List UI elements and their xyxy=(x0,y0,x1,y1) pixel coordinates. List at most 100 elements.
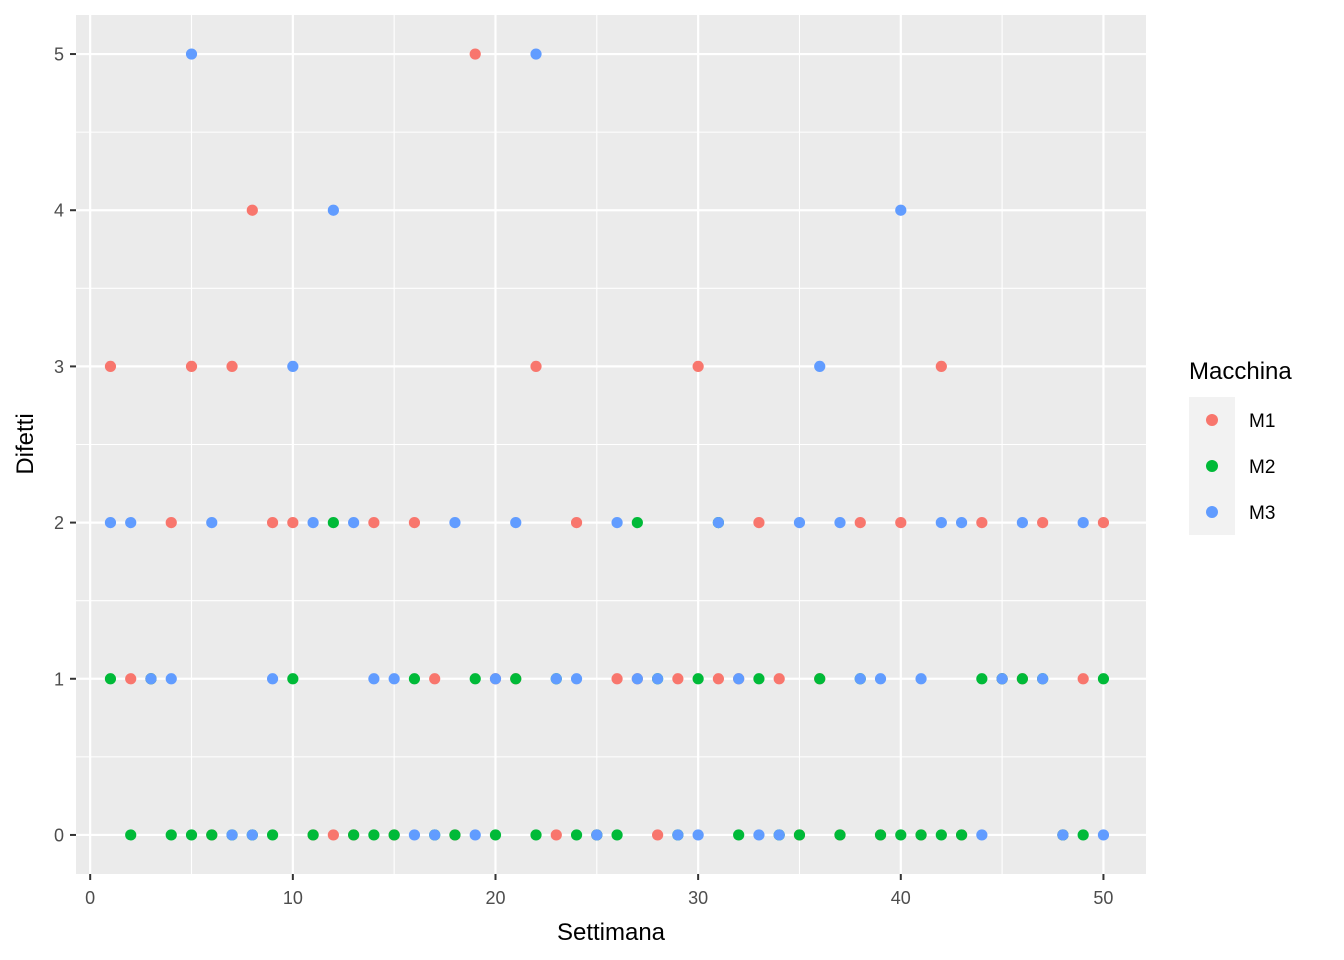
point-m3 xyxy=(976,829,988,841)
point-m3 xyxy=(955,516,968,529)
point-m2 xyxy=(530,829,542,841)
point-m1 xyxy=(429,673,441,685)
point-m3 xyxy=(1077,516,1089,529)
point-m2 xyxy=(631,516,643,529)
point-m3 xyxy=(449,516,461,529)
point-m3 xyxy=(489,673,502,685)
point-m1 xyxy=(895,516,907,529)
point-m2 xyxy=(1077,829,1089,841)
legend-key-m3 xyxy=(1206,506,1218,518)
point-m3 xyxy=(287,360,299,373)
point-m3 xyxy=(915,673,927,685)
point-m3 xyxy=(712,516,725,529)
point-m2 xyxy=(733,829,745,841)
legend-label-m1: M1 xyxy=(1249,411,1275,432)
point-m2 xyxy=(915,829,927,841)
point-m3 xyxy=(996,673,1008,685)
point-m1 xyxy=(652,829,664,841)
point-m3 xyxy=(895,204,907,216)
x-tick-label: 40 xyxy=(891,888,911,908)
point-m1 xyxy=(976,516,988,529)
point-m3 xyxy=(185,48,198,60)
point-m3 xyxy=(550,673,562,685)
point-m3 xyxy=(591,829,603,841)
point-m1 xyxy=(854,516,866,529)
point-m2 xyxy=(489,829,502,841)
point-m1 xyxy=(408,516,421,529)
point-m2 xyxy=(287,673,299,685)
y-tick-label: 4 xyxy=(54,201,64,221)
point-m3 xyxy=(307,516,319,529)
point-m3 xyxy=(246,829,258,841)
point-m3 xyxy=(266,673,279,685)
point-m2 xyxy=(469,673,481,685)
point-m2 xyxy=(449,829,461,841)
y-tick-label: 1 xyxy=(54,669,64,689)
point-m1 xyxy=(530,360,542,373)
x-tick-label: 30 xyxy=(688,888,708,908)
point-m3 xyxy=(1057,829,1069,841)
point-m2 xyxy=(368,829,380,841)
legend: Macchina M1 M2 M3 xyxy=(1189,358,1292,535)
point-m2 xyxy=(834,829,846,841)
point-m3 xyxy=(773,829,785,841)
minor-gridlines xyxy=(76,15,1146,874)
point-m1 xyxy=(266,516,279,529)
series-m3 xyxy=(104,48,1110,841)
point-m3 xyxy=(652,673,664,685)
point-m3 xyxy=(672,829,684,841)
point-m2 xyxy=(570,829,583,841)
point-m3 xyxy=(692,829,704,841)
point-m2 xyxy=(266,829,279,841)
point-m3 xyxy=(1016,516,1028,529)
point-m1 xyxy=(287,516,299,529)
x-tick-label: 20 xyxy=(485,888,505,908)
point-m1 xyxy=(469,48,481,60)
point-m3 xyxy=(145,673,157,685)
point-m1 xyxy=(226,360,238,373)
point-m1 xyxy=(672,673,684,685)
point-m2 xyxy=(793,829,806,841)
point-m1 xyxy=(185,360,198,373)
point-m2 xyxy=(408,673,421,685)
x-tick-label: 50 xyxy=(1093,888,1113,908)
point-m3 xyxy=(327,204,339,216)
point-m2 xyxy=(327,516,339,529)
point-m2 xyxy=(388,829,400,841)
point-m3 xyxy=(206,516,218,529)
point-m3 xyxy=(510,516,522,529)
point-m2 xyxy=(206,829,218,841)
point-m3 xyxy=(125,516,137,529)
point-m3 xyxy=(388,673,400,685)
point-m3 xyxy=(104,516,117,529)
point-m3 xyxy=(793,516,806,529)
point-m3 xyxy=(1037,673,1049,685)
point-m3 xyxy=(469,829,481,841)
legend-title: Macchina xyxy=(1189,358,1292,385)
point-m1 xyxy=(935,360,947,373)
point-m1 xyxy=(104,360,117,373)
point-m2 xyxy=(165,829,177,841)
legend-label-m3: M3 xyxy=(1249,503,1275,524)
x-tick-label: 0 xyxy=(85,888,95,908)
point-m1 xyxy=(550,829,562,841)
point-m1 xyxy=(773,673,785,685)
point-m1 xyxy=(125,673,137,685)
point-m2 xyxy=(1016,673,1028,685)
y-tick-label: 2 xyxy=(54,513,64,533)
point-m1 xyxy=(165,516,177,529)
x-axis: 0 10 20 30 40 50 xyxy=(85,874,1113,908)
point-m3 xyxy=(935,516,947,529)
point-m3 xyxy=(814,360,826,373)
point-m2 xyxy=(307,829,319,841)
point-m2 xyxy=(955,829,968,841)
point-m3 xyxy=(1097,829,1110,841)
point-m2 xyxy=(185,829,198,841)
point-m2 xyxy=(125,829,137,841)
point-m1 xyxy=(327,829,339,841)
point-m1 xyxy=(712,673,725,685)
point-m1 xyxy=(692,360,704,373)
y-axis: 0 1 2 3 4 5 xyxy=(54,45,76,845)
point-m2 xyxy=(1097,673,1110,685)
